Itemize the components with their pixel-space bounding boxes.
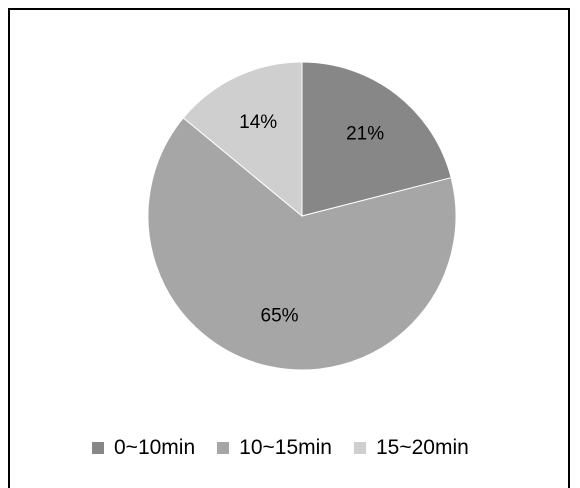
legend-label-0-10min: 0~10min <box>114 436 196 459</box>
pie-label-10-15min: 65% <box>261 306 299 327</box>
legend-item-10-15min: 10~15min <box>217 436 332 460</box>
pie-slice-0-10min <box>301 61 452 217</box>
legend-swatch-10-15min <box>217 442 230 454</box>
legend-label-10-15min: 10~15min <box>239 436 332 459</box>
legend-item-15-20min: 15~20min <box>353 436 469 460</box>
pie-slice-10-15min <box>147 117 457 371</box>
pie-label-15-20min: 14% <box>239 112 277 133</box>
legend-label-15-20min: 15~20min <box>375 436 469 459</box>
pie-slice-15-20min <box>182 61 303 218</box>
legend-item-0-10min: 0~10min <box>92 436 195 460</box>
legend: 0~10min 10~15min 15~20min <box>92 436 491 460</box>
pie-label-0-10min: 21% <box>346 124 384 145</box>
legend-swatch-0-10min <box>92 442 104 454</box>
legend-swatch-15-20min <box>353 442 366 454</box>
